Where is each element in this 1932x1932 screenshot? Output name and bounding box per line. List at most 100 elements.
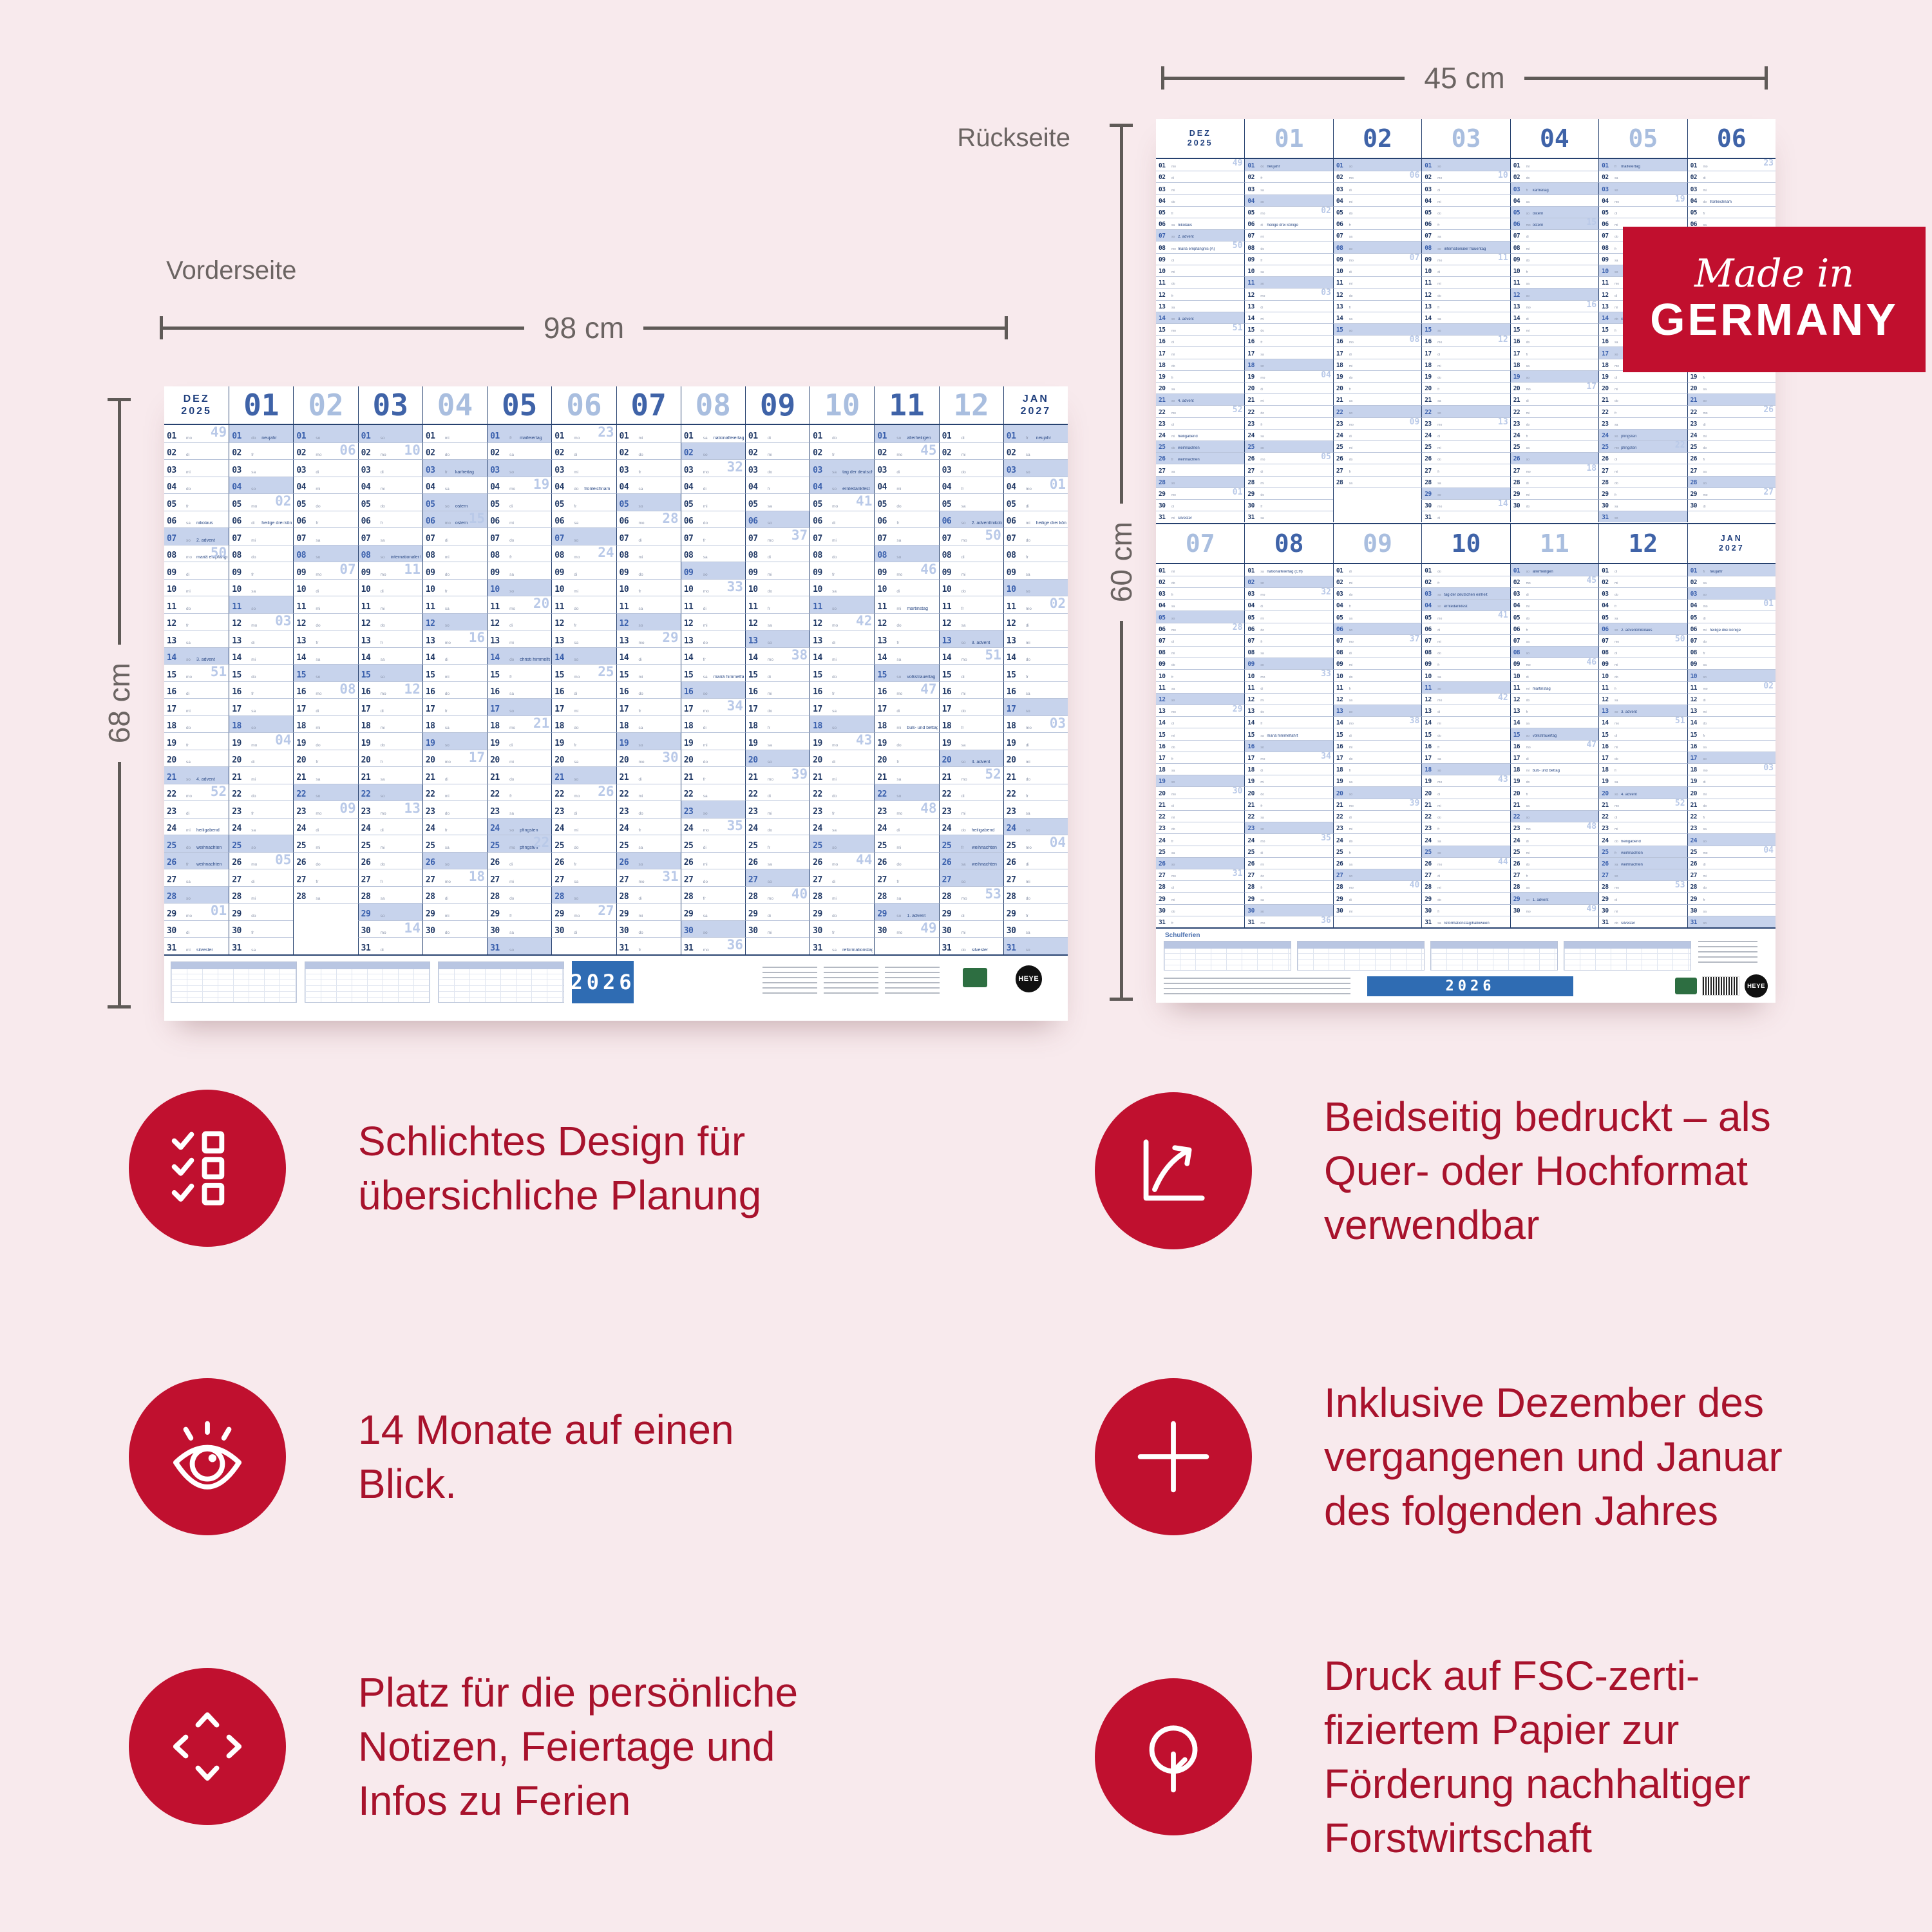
day-cell: 01 mo 23 xyxy=(551,425,616,442)
day-cell: 09 mi xyxy=(1332,658,1422,670)
day-cell: 21 do xyxy=(487,766,552,784)
day-cell: 05 sa xyxy=(1332,611,1422,623)
day-cell: 05 do xyxy=(293,493,358,511)
day-cell: 03 mi xyxy=(1687,182,1776,194)
day-cell: 17 fr xyxy=(422,698,488,715)
day-cell: 05 do xyxy=(1332,205,1422,218)
day-cell: 23 mi xyxy=(938,800,1003,818)
day-cell: 06 fr xyxy=(357,510,422,528)
day-cell: 04 sa xyxy=(1156,599,1245,611)
day-cell: 27 mo 18 xyxy=(422,869,488,886)
day-cell: 17 sa xyxy=(810,698,875,715)
day-cell: 16 do xyxy=(1510,335,1599,347)
day-cell: 02 so xyxy=(1244,575,1333,587)
day-cell: 22 do xyxy=(810,783,875,801)
day-cell: 11 mi xyxy=(293,596,358,613)
day-cell xyxy=(744,937,810,954)
day-cell: 29 so 1. advent xyxy=(874,903,939,920)
day-cell: 25 sa xyxy=(616,835,681,852)
day-cell: 02 sa xyxy=(1598,171,1687,183)
day-cell: 24 fr xyxy=(1156,833,1245,846)
day-cell: 08 fr xyxy=(487,544,552,562)
day-cell: 16 mi xyxy=(938,681,1003,699)
day-cell: 01 fr neujahr xyxy=(1687,564,1776,576)
day-cell: 18 mi xyxy=(1332,358,1422,370)
day-cell: 28 mo 53 xyxy=(1598,880,1687,893)
day-cell: 06 sa xyxy=(551,510,616,528)
day-cell: 28 sa xyxy=(293,886,358,904)
day-cell: 11 sa xyxy=(1510,276,1599,289)
day-cell: 30 do xyxy=(616,920,681,938)
day-cell: 26 mi xyxy=(680,851,745,869)
day-cell: 04 mi xyxy=(874,476,939,494)
dimension-line xyxy=(117,401,121,645)
day-cell: 29 di xyxy=(1598,892,1687,904)
day-cell: 19 fr xyxy=(164,732,229,750)
day-cell: 27 fr xyxy=(874,869,939,886)
day-cell: 06 fr xyxy=(1421,218,1510,230)
day-cell: 17 di xyxy=(1421,346,1510,359)
day-cell: 30 di xyxy=(551,920,616,938)
day-cell: 16 sa xyxy=(1687,739,1776,752)
month-header: 12 xyxy=(1598,524,1687,563)
day-cell: 07 fr xyxy=(1244,634,1333,646)
back-day-grid-bottom: 01 mi 01 sa nationalfeiertag (CH) 01 di 01 do 01 s… xyxy=(1156,564,1776,927)
day-cell: 07 mi xyxy=(229,527,294,545)
day-cell: 30 fr xyxy=(1421,904,1510,916)
day-cell: 02 mo 10 xyxy=(357,442,422,460)
day-cell: 12 so xyxy=(422,612,488,630)
day-cell: 22 mi xyxy=(1510,405,1599,417)
day-cell: 07 sa xyxy=(357,527,422,545)
day-cell: 28 di xyxy=(1510,475,1599,488)
day-cell: 11 di xyxy=(680,596,745,613)
day-cell: 23 mo 09 xyxy=(1332,417,1422,429)
day-cell: 08 do xyxy=(810,544,875,562)
day-cell: 14 sa xyxy=(1510,716,1599,728)
day-cell: 03 di xyxy=(293,459,358,477)
day-cell: 10 fr xyxy=(1510,264,1599,277)
day-cell: 25 mo 04 xyxy=(1003,835,1068,852)
year-badge: 2026 xyxy=(1367,976,1573,996)
day-cell: 08 mi xyxy=(422,544,488,562)
day-cell: 01 do neujahr xyxy=(229,425,294,442)
day-cell: 31 so xyxy=(1687,915,1776,927)
front-height-value: 68 cm xyxy=(102,663,136,744)
dimension-tick xyxy=(1161,66,1164,90)
day-cell: 28 do xyxy=(1003,886,1068,904)
day-cell: 06 fr xyxy=(1332,218,1422,230)
day-cell: 30 di xyxy=(1156,499,1245,511)
day-cell: 03 so xyxy=(487,459,552,477)
day-cell: 22 sa xyxy=(1244,810,1333,822)
day-cell: 04 mi xyxy=(357,476,422,494)
day-cell: 28 do xyxy=(487,886,552,904)
day-cell: 09 fr xyxy=(1421,658,1510,670)
day-cell: 21 sa xyxy=(1421,393,1510,406)
day-cell: 05 sa xyxy=(1598,611,1687,623)
day-cell: 27 so xyxy=(938,869,1003,886)
day-cell: 14 sa xyxy=(357,647,422,665)
day-cell: 25 mo pfingsten 22 xyxy=(487,835,552,852)
day-cell: 01 fr neujahr xyxy=(1003,425,1068,442)
day-cell: 03 do xyxy=(1332,587,1422,600)
back-side-label: Rückseite xyxy=(957,124,1070,152)
feature-fsc-paper: Druck auf FSC-zerti-fiziertem Papier zur… xyxy=(1095,1649,1750,1865)
day-cell: 04 mo 19 xyxy=(487,476,552,494)
made-in-germany-badge: Made in GERMANY xyxy=(1623,227,1926,372)
day-cell: 09 fr xyxy=(229,562,294,579)
month-header: 07 xyxy=(616,386,681,424)
day-cell: 02 sa xyxy=(1687,575,1776,587)
growth-arrow-icon xyxy=(1095,1092,1252,1249)
day-cell: 21 sa xyxy=(357,766,422,784)
day-cell: 25 so xyxy=(229,835,294,852)
day-cell: 23 mo 48 xyxy=(1510,822,1599,834)
day-cell: 22 di xyxy=(1332,810,1422,822)
fsc-label-graphic xyxy=(962,968,987,987)
day-cell: 01 so xyxy=(1332,159,1422,171)
day-cell: 04 so erntedankfest xyxy=(1421,599,1510,611)
day-cell: 29 di xyxy=(744,903,810,920)
day-cell: 03 fr karfreitag xyxy=(422,459,488,477)
front-side-label: Vorderseite xyxy=(166,256,297,285)
